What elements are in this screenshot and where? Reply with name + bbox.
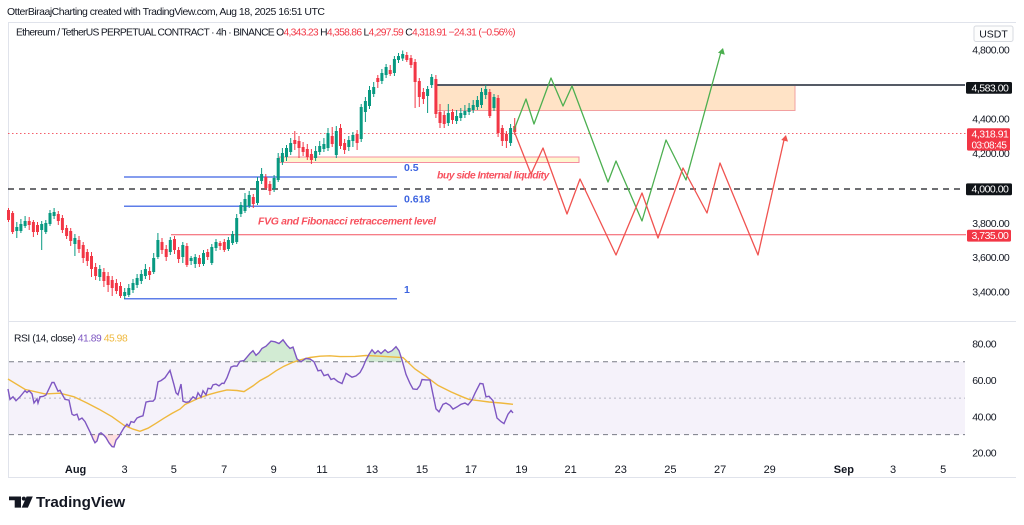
svg-text:RSI (14, close) 41.89 45.98: RSI (14, close) 41.89 45.98: [14, 334, 128, 345]
svg-text:Ethereum / TetherUS PERPETUAL: Ethereum / TetherUS PERPETUAL CONTRACT ·…: [16, 28, 515, 39]
svg-text:3,800.00: 3,800.00: [972, 218, 1010, 230]
svg-text:25: 25: [664, 464, 676, 476]
svg-text:7: 7: [221, 464, 227, 476]
svg-text:20.00: 20.00: [972, 448, 996, 460]
svg-text:5: 5: [171, 464, 177, 476]
svg-text:4,318.91: 4,318.91: [972, 129, 1010, 141]
svg-text:buy side Internal liquidity: buy side Internal liquidity: [437, 170, 550, 182]
svg-text:3: 3: [890, 464, 896, 476]
svg-text:80.00: 80.00: [972, 338, 996, 350]
svg-text:4,400.00: 4,400.00: [972, 114, 1010, 126]
svg-text:29: 29: [764, 464, 776, 476]
svg-text:4,800.00: 4,800.00: [972, 44, 1010, 56]
svg-text:Aug: Aug: [65, 464, 86, 476]
svg-text:4,000.00: 4,000.00: [972, 184, 1010, 196]
svg-text:13: 13: [366, 464, 378, 476]
svg-text:4,200.00: 4,200.00: [972, 148, 1010, 160]
svg-text:0.5: 0.5: [404, 162, 419, 174]
svg-text:USDT: USDT: [979, 29, 1008, 41]
svg-text:23: 23: [615, 464, 627, 476]
svg-text:15: 15: [416, 464, 428, 476]
svg-text:1: 1: [404, 284, 410, 296]
svg-text:17: 17: [465, 464, 477, 476]
svg-text:5: 5: [940, 464, 946, 476]
svg-text:60.00: 60.00: [972, 375, 996, 387]
svg-text:3,400.00: 3,400.00: [972, 287, 1010, 299]
svg-text:03:08:45: 03:08:45: [972, 140, 1008, 151]
svg-text:27: 27: [714, 464, 726, 476]
svg-text:21: 21: [564, 464, 576, 476]
svg-text:4,583.00: 4,583.00: [972, 82, 1010, 94]
svg-text:0.618: 0.618: [404, 193, 430, 205]
svg-text:3: 3: [121, 464, 127, 476]
svg-text:9: 9: [271, 464, 277, 476]
svg-text:3,600.00: 3,600.00: [972, 252, 1010, 264]
svg-text:40.00: 40.00: [972, 411, 996, 423]
svg-text:19: 19: [515, 464, 527, 476]
svg-text:11: 11: [316, 464, 327, 476]
svg-text:TradingView: TradingView: [36, 494, 125, 511]
svg-text:3,735.00: 3,735.00: [972, 230, 1010, 242]
svg-text:FVG and Fibonacci retraccement: FVG and Fibonacci retraccement level: [258, 216, 437, 228]
svg-text:Sep: Sep: [834, 464, 854, 476]
svg-text:OtterBiraajCharting created wi: OtterBiraajCharting created with Trading…: [7, 6, 325, 18]
